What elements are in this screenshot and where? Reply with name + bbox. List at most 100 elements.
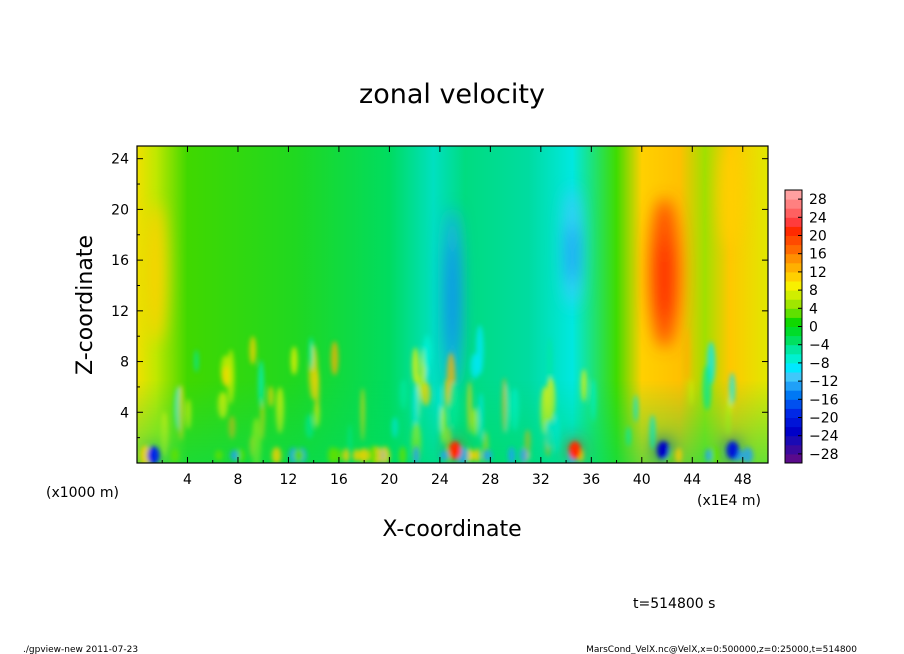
field-streak [309, 336, 314, 370]
colorbar-ticks: 28 24 20 16 12 8 4 0 −4 −8 −12 −16 −20 −24 −28 [798, 192, 839, 463]
colorbar-tick-label: −20 [809, 411, 839, 427]
x-tick-label: 12 [280, 472, 298, 488]
field-spot [440, 450, 449, 461]
colorbar-swatch [785, 208, 802, 218]
chart-title: zonal velocity [359, 79, 545, 110]
field-streak [249, 336, 257, 365]
colorbar-swatch [785, 262, 802, 273]
colorbar-swatch [785, 453, 802, 464]
field-streak [412, 347, 419, 384]
y-tick-label: 24 [111, 152, 129, 168]
x-unit-label: (x1E4 m) [697, 493, 761, 509]
field-streak [194, 349, 199, 373]
plot-frame [136, 145, 769, 464]
colorbar-tick-label: 12 [809, 265, 827, 281]
footer-left: ./gpview-new 2011-07-23 [23, 645, 138, 654]
colorbar-swatch [785, 244, 802, 255]
colorbar-tick-label: −28 [809, 447, 839, 463]
field-spot-strong [726, 441, 739, 460]
field-spot [675, 447, 682, 463]
field-streak [475, 324, 484, 375]
field-spot [214, 450, 223, 461]
colorbar-swatch [785, 217, 802, 227]
x-axis-label: X-coordinate [382, 517, 521, 542]
field-spot [398, 446, 407, 463]
x-tick-label: 48 [734, 472, 752, 488]
y-tick-label: 4 [120, 405, 129, 421]
field-spot-strong [657, 441, 670, 460]
field-spot [519, 448, 529, 463]
colorbar-swatch [785, 308, 802, 318]
field-spot [412, 445, 420, 463]
colorbar-tick-label: −4 [809, 338, 830, 354]
colorbar-swatch [785, 426, 802, 437]
field-spot [293, 449, 305, 462]
field-spot [742, 447, 754, 463]
field-spot [331, 448, 342, 463]
y-axis: 4 8 12 16 20 24 [111, 152, 768, 439]
field-spot [271, 447, 282, 463]
field-spot [508, 446, 516, 463]
x-tick-label: 32 [532, 472, 550, 488]
colorbar-tick-label: 8 [809, 283, 818, 299]
colorbar-swatch [785, 435, 802, 446]
colorbar-swatch [785, 326, 802, 337]
colorbar-swatch [785, 372, 802, 382]
x-tick-label: 40 [633, 472, 651, 488]
field-spot [359, 448, 370, 463]
colorbar-swatch [785, 417, 802, 428]
colorbar-swatch [785, 271, 802, 282]
colorbar-swatch [785, 290, 802, 300]
time-label: t=514800 s [633, 596, 715, 612]
colorbar-swatch [785, 362, 802, 373]
field-feature [145, 202, 166, 343]
colorbar-tick-label: 0 [809, 320, 818, 336]
field-streak [290, 346, 298, 375]
y-tick-label: 20 [111, 202, 129, 218]
colorbar-swatch [785, 299, 802, 309]
field-spot [170, 448, 179, 463]
colorbar-tick-label: 4 [809, 301, 818, 317]
y-tick-label: 8 [120, 355, 129, 371]
colorbar-swatch [785, 281, 802, 291]
colorbar-swatch [785, 199, 802, 209]
colorbar-swatch [785, 253, 802, 264]
field-spot [230, 449, 239, 461]
field-feature-core [567, 223, 578, 284]
colorbar-swatch [785, 344, 802, 355]
colorbar-swatch [785, 381, 802, 391]
colorbar-tick-label: 28 [809, 192, 827, 208]
colorbar-swatch [785, 408, 802, 418]
field-spot [474, 448, 481, 463]
colorbar-tick-label: 24 [809, 210, 827, 226]
plot-area [137, 146, 768, 463]
y-tick-label: 16 [111, 253, 129, 269]
x-tick-label: 16 [330, 472, 348, 488]
field-feature-core [447, 243, 458, 354]
field-spots [139, 441, 754, 463]
field-spot [705, 448, 712, 462]
y-tick-label: 12 [111, 304, 129, 320]
field-streak [330, 341, 339, 376]
x-tick-label: 20 [380, 472, 398, 488]
field-streak [546, 337, 553, 388]
colorbar [785, 190, 802, 464]
colorbar-tick-label: 20 [809, 229, 827, 245]
field-spot-strong [147, 446, 160, 463]
x-tick-label: 44 [683, 472, 701, 488]
field-spot [710, 446, 720, 463]
footer-right: MarsCond_VelX.nc@VelX,x=0:500000,z=0:250… [586, 645, 857, 654]
field-spot-strong [568, 441, 581, 460]
x-tick-label: 8 [233, 472, 242, 488]
x-tick-label: 4 [183, 472, 192, 488]
colorbar-tick-label: −8 [809, 356, 830, 372]
field-spot-strong [449, 441, 462, 460]
y-unit-label: (x1000 m) [46, 485, 119, 501]
colorbar-swatch [785, 226, 802, 236]
colorbar-swatch [785, 444, 802, 455]
colorbar-swatch [785, 399, 802, 409]
field-spot [342, 448, 350, 463]
x-axis: 4 8 12 16 20 24 28 32 36 40 44 48 [161, 146, 752, 488]
field-spot [482, 449, 493, 462]
